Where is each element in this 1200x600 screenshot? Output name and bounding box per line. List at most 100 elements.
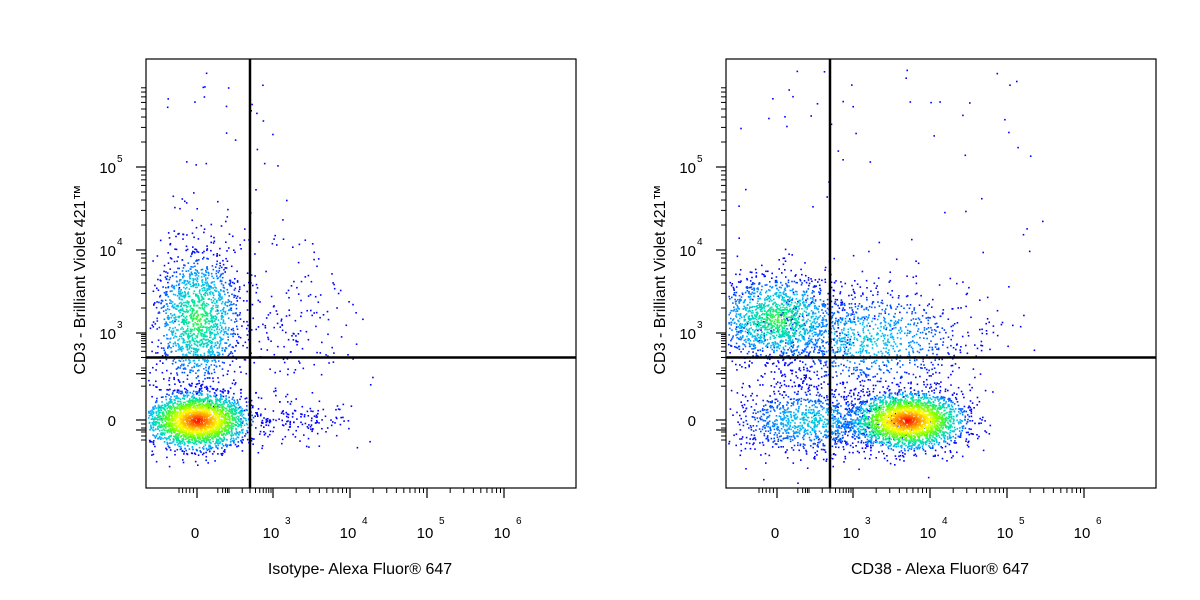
event-dot bbox=[184, 406, 186, 409]
event-dot bbox=[902, 456, 905, 458]
event-dot bbox=[229, 411, 231, 413]
event-dot bbox=[217, 417, 219, 420]
event-dot bbox=[209, 354, 211, 356]
event-dot bbox=[262, 84, 264, 87]
event-dot bbox=[180, 301, 182, 304]
event-dot bbox=[169, 442, 172, 444]
event-dot bbox=[213, 419, 216, 422]
event-dot bbox=[231, 429, 233, 431]
event-dot bbox=[155, 421, 158, 423]
event-dot bbox=[183, 315, 185, 318]
event-dot bbox=[286, 413, 289, 415]
event-dot bbox=[205, 388, 208, 390]
event-dot bbox=[218, 267, 221, 270]
event-dot bbox=[174, 326, 176, 329]
event-dot bbox=[180, 321, 183, 324]
event-dot bbox=[201, 412, 204, 414]
event-dot bbox=[181, 337, 183, 340]
event-dot bbox=[204, 339, 207, 341]
event-dot bbox=[174, 402, 176, 404]
event-dot bbox=[204, 432, 206, 434]
event-dot bbox=[203, 309, 206, 312]
event-dot bbox=[206, 405, 209, 408]
event-dot bbox=[795, 371, 797, 373]
event-dot bbox=[810, 278, 812, 280]
event-dot bbox=[954, 396, 957, 399]
event-dot bbox=[155, 401, 158, 403]
event-dot bbox=[188, 440, 191, 443]
event-dot bbox=[159, 274, 162, 277]
x-tick-label: 10 bbox=[340, 525, 357, 542]
event-dot bbox=[241, 436, 244, 438]
event-dot bbox=[845, 334, 848, 337]
event-dot bbox=[198, 406, 201, 409]
event-dot bbox=[221, 398, 223, 400]
event-dot bbox=[212, 253, 215, 256]
event-dot bbox=[203, 275, 205, 278]
event-dot bbox=[193, 436, 195, 438]
event-dot bbox=[209, 327, 211, 329]
event-dot bbox=[184, 280, 187, 282]
event-dot bbox=[170, 431, 172, 433]
event-dot bbox=[194, 354, 197, 356]
event-dot bbox=[223, 330, 226, 333]
event-dot bbox=[845, 401, 848, 404]
event-dot bbox=[159, 406, 162, 409]
event-dot bbox=[779, 382, 782, 384]
event-dot bbox=[763, 335, 766, 337]
event-dot bbox=[169, 268, 171, 270]
event-dot bbox=[210, 307, 213, 310]
event-dot bbox=[160, 425, 163, 428]
event-dot bbox=[216, 328, 218, 330]
event-dot bbox=[157, 406, 159, 408]
event-dot bbox=[189, 345, 191, 347]
event-dot bbox=[777, 360, 779, 362]
event-dot bbox=[746, 277, 748, 280]
event-dot bbox=[230, 303, 232, 306]
event-dot bbox=[216, 331, 219, 333]
event-dot bbox=[227, 317, 230, 319]
event-dot bbox=[229, 441, 232, 443]
event-dot bbox=[182, 421, 185, 423]
event-dot bbox=[969, 389, 972, 392]
event-dot bbox=[155, 352, 157, 354]
event-dot bbox=[735, 273, 737, 276]
event-dot bbox=[222, 290, 225, 292]
event-dot bbox=[808, 386, 810, 389]
event-dot bbox=[192, 412, 194, 414]
event-dot bbox=[163, 291, 166, 294]
event-dot bbox=[190, 307, 193, 309]
event-dot bbox=[195, 448, 198, 451]
event-dot bbox=[807, 277, 810, 279]
event-dot bbox=[184, 311, 187, 313]
event-dot bbox=[206, 359, 209, 361]
event-dot bbox=[193, 412, 196, 414]
event-dot bbox=[177, 389, 179, 392]
y-axis-label: CD3 - Brilliant Violet 421™ bbox=[72, 184, 89, 374]
event-dot bbox=[232, 235, 234, 238]
event-dot bbox=[967, 406, 970, 409]
event-dot bbox=[171, 401, 173, 403]
event-dot bbox=[166, 316, 169, 319]
event-dot bbox=[198, 389, 201, 392]
event-dot bbox=[919, 375, 921, 378]
event-dot bbox=[196, 428, 198, 431]
event-dot bbox=[245, 419, 247, 422]
event-dot bbox=[231, 281, 234, 284]
event-dot bbox=[179, 348, 181, 351]
event-dot bbox=[174, 435, 177, 437]
event-dot bbox=[218, 295, 221, 297]
event-dot bbox=[218, 365, 221, 367]
event-dot bbox=[206, 436, 208, 439]
event-dot bbox=[230, 422, 232, 425]
event-dot bbox=[167, 342, 170, 345]
event-dot bbox=[242, 344, 244, 347]
event-dot bbox=[152, 384, 155, 387]
event-dot bbox=[318, 445, 321, 447]
event-dot bbox=[273, 390, 275, 393]
event-dot bbox=[219, 322, 222, 324]
event-dot bbox=[178, 442, 180, 445]
event-dot bbox=[205, 441, 207, 443]
event-dot bbox=[186, 400, 188, 403]
event-dot bbox=[192, 317, 195, 320]
